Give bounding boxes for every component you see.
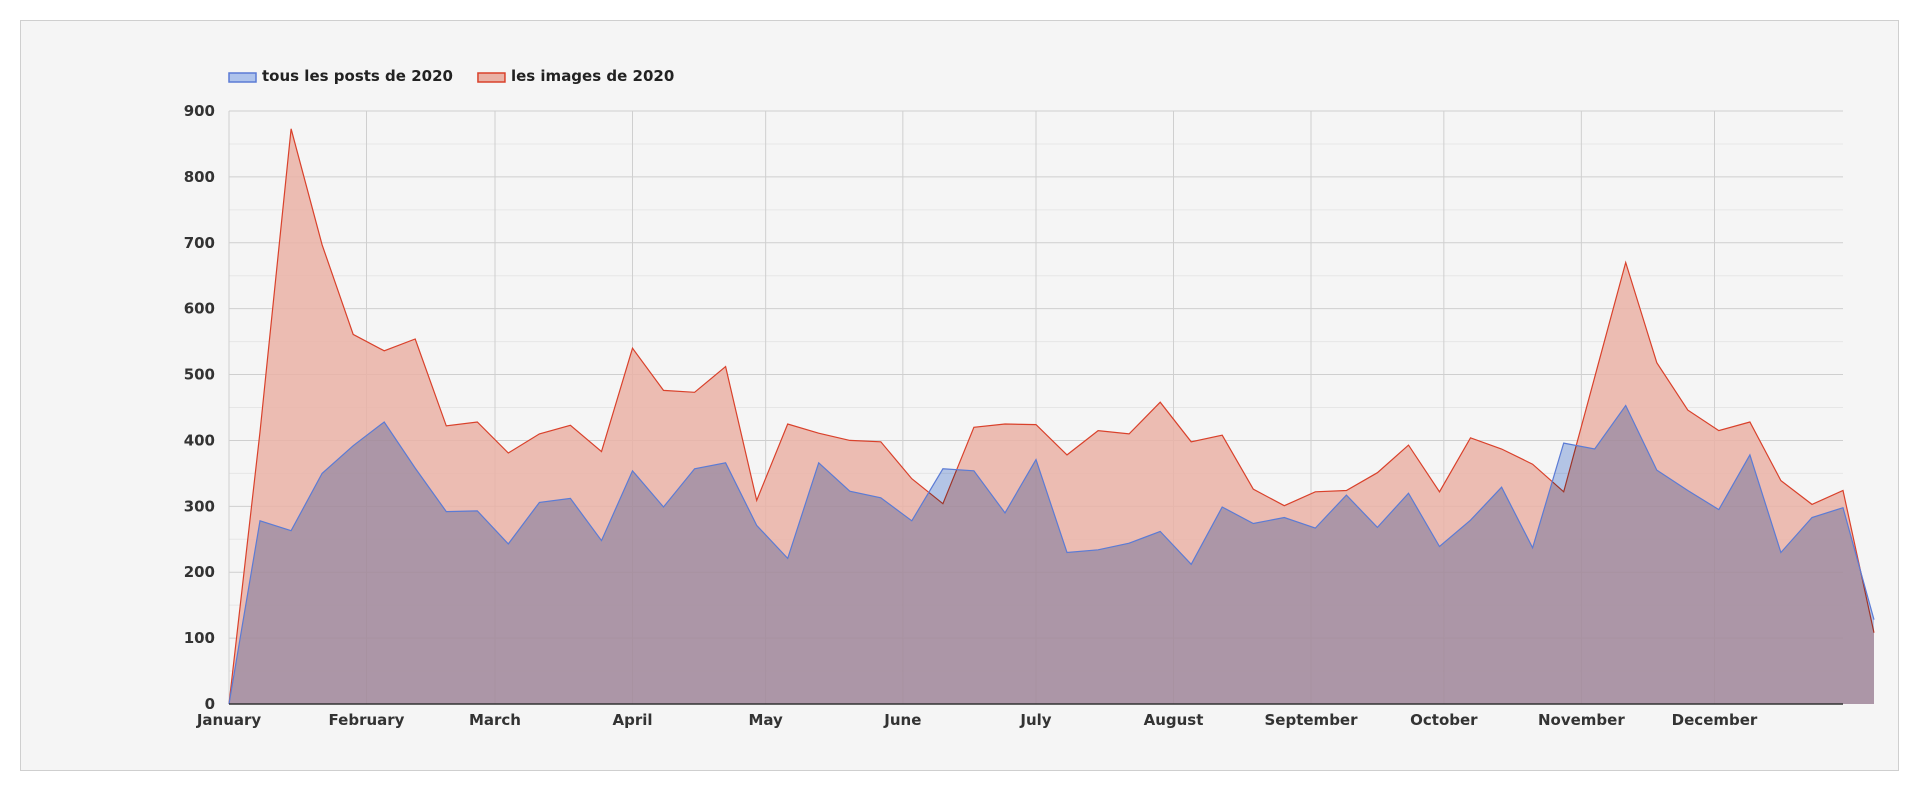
x-tick-label: June bbox=[883, 711, 921, 729]
y-tick-label: 200 bbox=[184, 563, 215, 581]
y-tick-label: 100 bbox=[184, 629, 215, 647]
y-tick-label: 800 bbox=[184, 168, 215, 186]
y-tick-label: 700 bbox=[184, 234, 215, 252]
x-tick-label: March bbox=[469, 711, 521, 729]
y-tick-label: 500 bbox=[184, 366, 215, 384]
x-tick-label: April bbox=[612, 711, 652, 729]
y-tick-label: 400 bbox=[184, 431, 215, 449]
legend-item: tous les posts de 2020 bbox=[228, 67, 453, 85]
x-tick-label: July bbox=[1019, 711, 1051, 729]
x-tick-label: May bbox=[748, 711, 783, 729]
axis-layer: 0 100 200 300 400 500 600 700 800 900 January Febru… bbox=[184, 102, 1843, 729]
legend[interactable]: tous les posts de 2020 les images de 2020 bbox=[228, 67, 674, 85]
x-tick-label: August bbox=[1144, 711, 1204, 729]
legend-swatch bbox=[228, 72, 257, 83]
legend-label: tous les posts de 2020 bbox=[262, 67, 453, 85]
y-tick-label: 900 bbox=[184, 102, 215, 120]
y-tick-label: 0 bbox=[205, 695, 215, 713]
legend-item: les images de 2020 bbox=[477, 67, 674, 85]
y-tick-label: 300 bbox=[184, 497, 215, 515]
y-tick-label: 600 bbox=[184, 300, 215, 318]
legend-swatch bbox=[477, 72, 506, 83]
x-tick-label: December bbox=[1672, 711, 1758, 729]
x-tick-label: October bbox=[1410, 711, 1478, 729]
x-tick-label: November bbox=[1538, 711, 1625, 729]
series-line bbox=[228, 128, 1875, 705]
area-layer bbox=[228, 128, 1875, 705]
x-tick-label: September bbox=[1265, 711, 1359, 729]
legend-label: les images de 2020 bbox=[511, 67, 674, 85]
series-line bbox=[228, 404, 1875, 705]
x-tick-label: January bbox=[196, 711, 262, 729]
x-tick-label: February bbox=[329, 711, 405, 729]
